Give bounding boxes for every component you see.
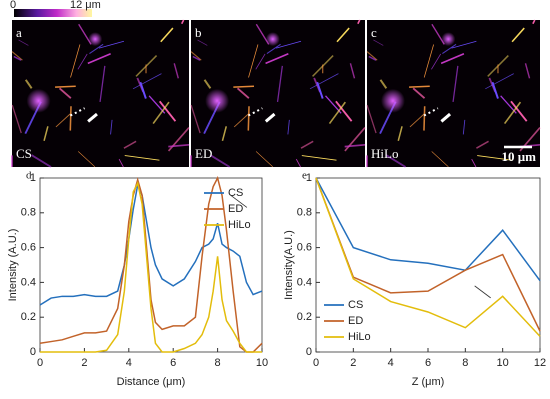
- y-tick-label: 0: [306, 346, 312, 358]
- legend-label: CS: [348, 299, 363, 311]
- panel-label: c: [371, 25, 377, 40]
- x-tick-label: 10: [256, 357, 268, 369]
- x-tick-label: 12: [534, 357, 546, 369]
- x-tick-label: 6: [425, 357, 431, 369]
- x-tick-label: 4: [388, 357, 394, 369]
- x-tick-label: 2: [81, 357, 87, 369]
- image-caption: HiLo: [371, 146, 398, 161]
- x-tick-label: 6: [170, 357, 176, 369]
- legend-label: CS: [228, 187, 243, 199]
- image-caption: ED: [195, 146, 212, 161]
- filament: [424, 106, 425, 130]
- y-axis-label: Intensity(A.U.): [283, 230, 295, 300]
- filament: [55, 86, 76, 87]
- bright-spot: [381, 89, 405, 113]
- scale-bar-label: 10 μm: [502, 149, 537, 164]
- y-tick-label: 0.8: [297, 207, 312, 219]
- bright-spot: [88, 32, 102, 46]
- x-axis-label: Z (μm): [412, 376, 445, 388]
- panel-label: e: [302, 170, 307, 182]
- legend-label: ED: [228, 203, 243, 215]
- x-tick-label: 8: [215, 357, 221, 369]
- y-tick-label: 0.2: [21, 311, 36, 323]
- filament: [70, 106, 71, 130]
- filament: [409, 86, 430, 87]
- bright-spot: [266, 32, 280, 46]
- x-tick-label: 8: [462, 357, 468, 369]
- x-tick-label: 0: [313, 357, 319, 369]
- y-tick-label: 0.6: [21, 242, 36, 254]
- bright-spot: [205, 89, 229, 113]
- bright-spot: [27, 89, 51, 113]
- panel-label: b: [195, 25, 202, 40]
- y-tick-label: 0.2: [297, 311, 312, 323]
- y-tick-label: 0.4: [21, 276, 36, 288]
- y-tick-label: 0: [30, 346, 36, 358]
- legend-label: HiLo: [348, 331, 371, 343]
- image-caption: CS: [16, 146, 32, 161]
- bright-spot: [441, 32, 455, 46]
- x-axis-label: Distance (μm): [117, 376, 186, 388]
- x-tick-label: 10: [497, 357, 509, 369]
- y-tick-label: 0.8: [21, 207, 36, 219]
- x-tick-label: 4: [126, 357, 132, 369]
- filament: [248, 106, 249, 130]
- y-tick-label: 0.6: [297, 242, 312, 254]
- y-axis-label: Intensity (A.U.): [7, 229, 19, 302]
- x-tick-label: 2: [350, 357, 356, 369]
- legend-label: HiLo: [228, 219, 251, 231]
- colorbar-max: 12 μm: [70, 0, 101, 11]
- legend-label: ED: [348, 315, 363, 327]
- panel-label: d: [26, 170, 32, 182]
- panel-label: a: [16, 25, 22, 40]
- colorbar-min: 0: [10, 0, 16, 11]
- y-tick-label: 0.4: [297, 276, 312, 288]
- filament: [233, 86, 254, 87]
- x-tick-label: 0: [37, 357, 43, 369]
